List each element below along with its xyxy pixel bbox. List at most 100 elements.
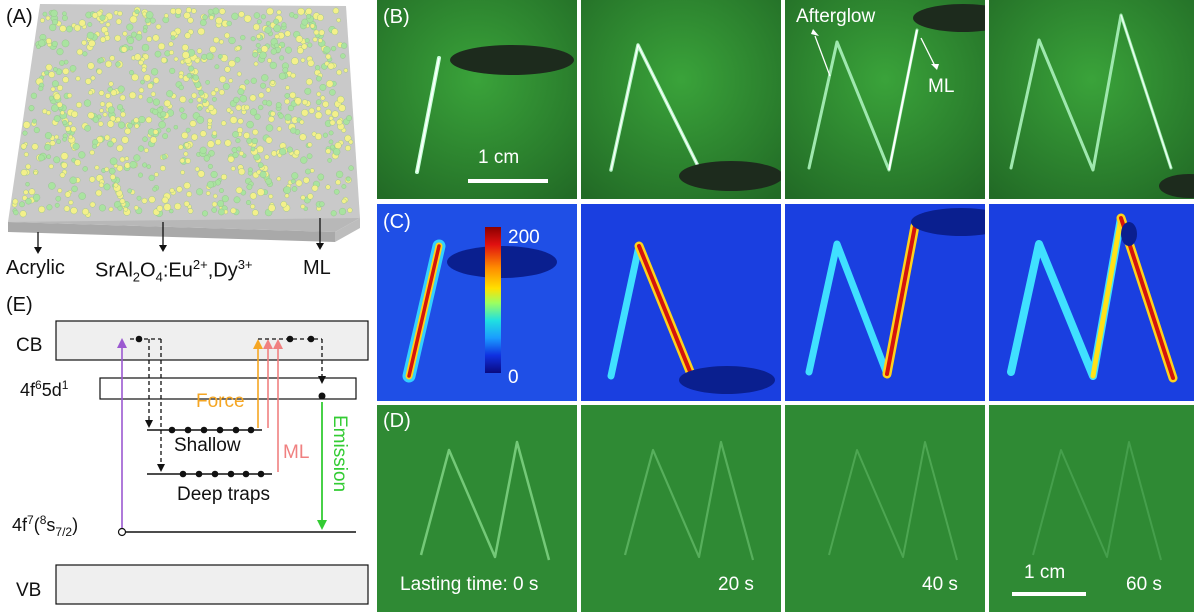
panel-b-frame-2: [581, 0, 781, 199]
phosphor-particle: [207, 125, 212, 130]
phosphor-particle: [187, 17, 194, 24]
phosphor-particle: [218, 208, 225, 216]
phosphor-particle: [249, 192, 257, 200]
phosphor-particle: [99, 14, 106, 21]
phosphor-particle: [152, 34, 160, 42]
phosphor-particle: [188, 65, 195, 72]
phosphor-particle: [256, 19, 262, 25]
phosphor-particle: [256, 188, 265, 196]
phosphor-particle: [53, 67, 58, 72]
ground-level-label: 4f7(8s7/2): [12, 513, 78, 539]
phosphor-film-illustration: [8, 4, 360, 242]
phosphor-particle: [207, 140, 215, 148]
phosphor-particle: [237, 88, 245, 96]
phosphor-particle: [181, 131, 189, 139]
phosphor-particle: [69, 65, 77, 72]
phosphor-particle: [62, 119, 68, 125]
phosphor-particle: [297, 47, 304, 55]
phosphor-particle: [189, 120, 197, 128]
panel-d-scale-label: 1 cm: [1024, 562, 1066, 583]
phosphor-particle: [89, 201, 96, 208]
phosphor-particle: [120, 111, 126, 118]
phosphor-particle: [62, 136, 67, 142]
phosphor-particle: [108, 81, 114, 87]
phosphor-particle: [226, 107, 232, 113]
phosphor-particle: [285, 46, 292, 54]
phosphor-particle: [70, 207, 78, 215]
phosphor-particle: [119, 94, 126, 101]
colorbar-max-label: 200: [508, 227, 540, 248]
phosphor-particle: [270, 111, 276, 117]
phosphor-particle: [328, 130, 334, 136]
phosphor-particle: [82, 166, 88, 172]
phosphor-particle: [237, 118, 244, 125]
phosphor-particle: [157, 42, 166, 51]
phosphor-particle: [98, 182, 104, 188]
panel-b-label: (B): [383, 6, 410, 28]
phosphor-particle: [191, 8, 197, 14]
phosphor-particle: [188, 98, 194, 104]
phosphor-particle: [44, 70, 49, 76]
phosphor-particle: [207, 118, 213, 124]
phosphor-particle: [337, 95, 345, 104]
phosphor-particle: [49, 140, 56, 147]
phosphor-particle: [301, 109, 309, 117]
phosphor-particle: [224, 66, 231, 73]
phosphor-particle: [197, 27, 205, 36]
phosphor-particle: [261, 74, 269, 82]
phosphor-particle: [317, 173, 325, 181]
phosphor-particle: [75, 101, 82, 108]
panel-d-frame-1: [377, 405, 577, 612]
phosphor-particle: [252, 129, 259, 136]
phosphor-particle: [239, 94, 248, 103]
phosphor-particle: [146, 36, 153, 42]
phosphor-particle: [185, 7, 192, 13]
phosphor-particle: [134, 9, 140, 15]
phosphor-particle: [305, 168, 311, 175]
phosphor-particle: [348, 165, 354, 171]
phosphor-particle: [300, 204, 306, 210]
phosphor-particle: [301, 18, 309, 26]
phosphor-particle: [62, 67, 70, 75]
phosphor-particle: [197, 170, 205, 178]
phosphor-particle: [141, 43, 150, 52]
phosphor-particle: [36, 44, 41, 49]
phosphor-particle: [230, 166, 236, 172]
phosphor-particle: [344, 134, 352, 142]
phosphor-particle: [199, 130, 207, 137]
phosphor-particle: [113, 182, 119, 188]
phosphor-particle: [99, 108, 104, 113]
phosphor-particle: [331, 45, 337, 52]
phosphor-particle: [347, 207, 353, 213]
phosphor-particle: [53, 156, 61, 164]
phosphor-particle: [265, 87, 271, 93]
phosphor-particle: [333, 148, 341, 156]
phosphor-particle: [207, 104, 215, 112]
phosphor-particle: [295, 179, 303, 187]
phosphor-particle: [273, 24, 282, 33]
phosphor-particle: [48, 71, 56, 78]
phosphor-particle: [179, 107, 185, 113]
phosphor-particle: [217, 54, 223, 59]
phosphor-particle: [203, 155, 210, 162]
phosphor-particle: [25, 163, 32, 170]
phosphor-particle: [53, 115, 61, 123]
vb-label: VB: [16, 580, 41, 601]
phosphor-particle: [163, 13, 169, 19]
phosphor-particle: [325, 148, 332, 154]
phosphor-particle: [166, 127, 171, 133]
phosphor-particle: [266, 7, 274, 16]
phosphor-particle: [264, 26, 272, 34]
phosphor-particle: [146, 164, 151, 169]
phosphor-particle: [278, 72, 286, 80]
phosphor-particle: [238, 11, 245, 18]
phosphor-particle: [325, 184, 331, 190]
phosphor-particle: [260, 14, 266, 20]
panel-b-frame-3: [785, 0, 985, 199]
phosphor-particle: [211, 201, 218, 208]
phosphor-particle: [129, 91, 137, 99]
phosphor-particle: [137, 145, 145, 152]
phosphor-particle: [152, 108, 159, 115]
phosphor-particle: [322, 132, 328, 138]
phosphor-particle: [75, 76, 81, 82]
